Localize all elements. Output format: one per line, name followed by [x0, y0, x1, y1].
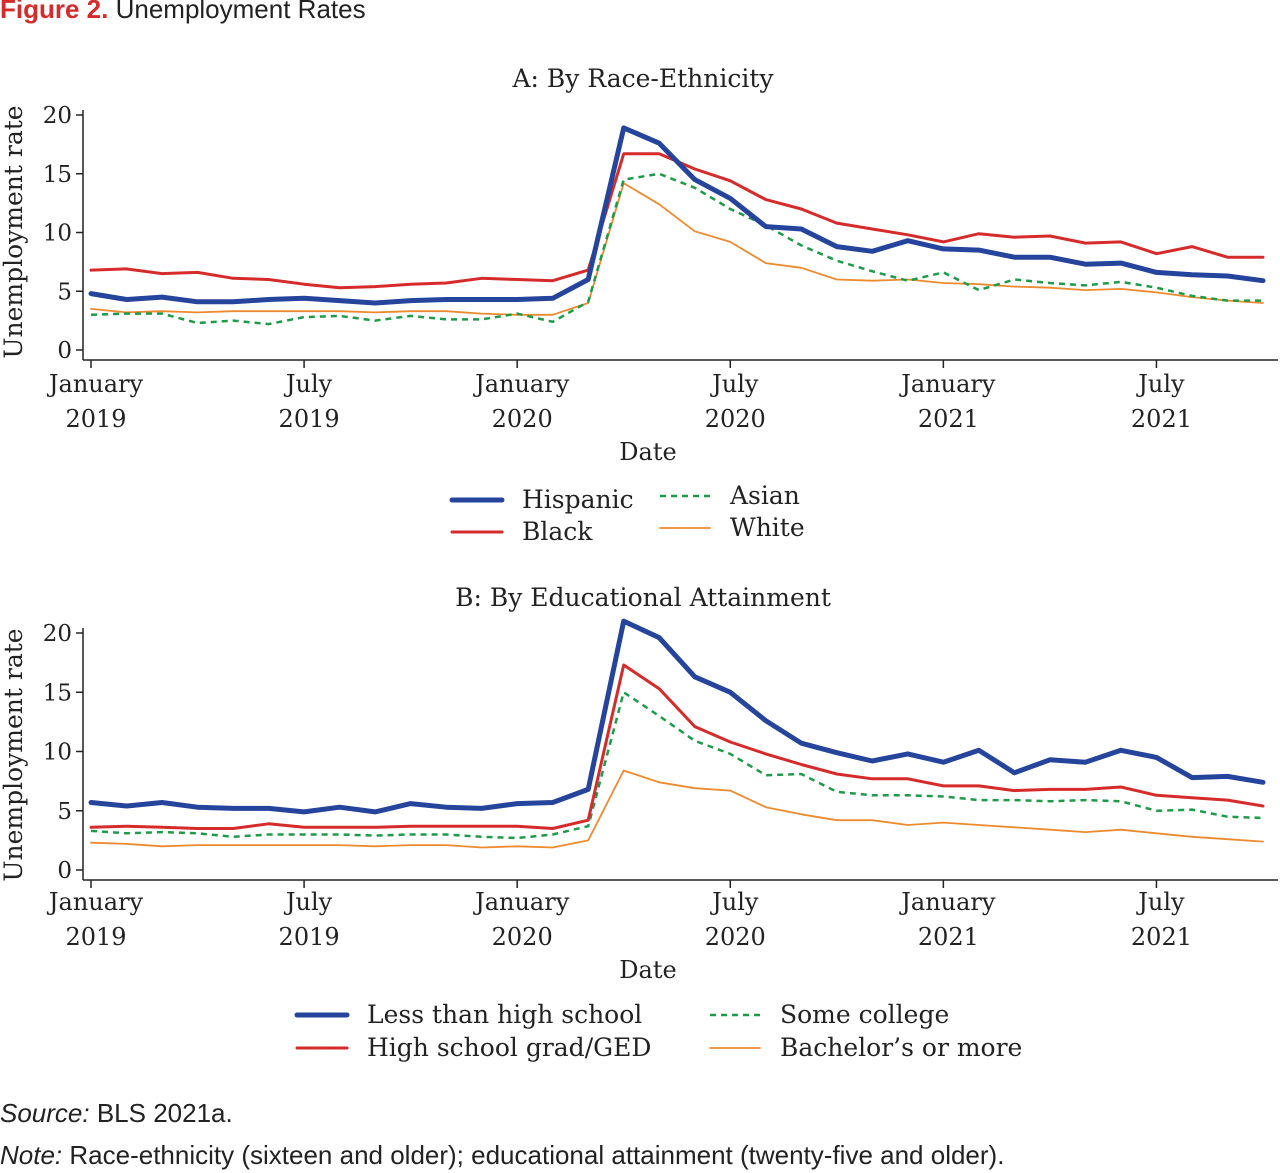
x-tick-label: January [898, 888, 996, 916]
series-line-2 [89, 663, 1265, 830]
x-tick-label: January [472, 370, 570, 398]
y-tick-label: 15 [43, 680, 72, 706]
x-tick-label: 2020 [492, 405, 553, 433]
legend: Less than high school High school grad/GE… [294, 1000, 1022, 1062]
figure-label: Figure 2. [0, 0, 109, 24]
series-line-1 [88, 125, 1266, 306]
legend-label: Black [522, 517, 593, 546]
y-tick-label: 5 [57, 799, 72, 825]
legend-label: Less than high school [367, 1000, 642, 1029]
x-tick-label: 2020 [492, 923, 553, 951]
x-tick-label: 2021 [918, 405, 979, 433]
note-text: Race-ethnicity (sixteen and older); educ… [69, 1140, 1005, 1170]
note-key: Note: [0, 1140, 63, 1170]
x-tick-label: July [1135, 888, 1185, 916]
y-axis-label: Unemployment rate [0, 105, 28, 358]
legend-label: Bachelor’s or more [780, 1033, 1022, 1062]
y-tick-label: 0 [57, 338, 72, 364]
x-tick-label: July [283, 888, 333, 916]
legend-label: Asian [729, 481, 800, 510]
x-tick-label: January [472, 888, 570, 916]
legend-label: Hispanic [522, 485, 634, 514]
legend: Hispanic Black Asian White [449, 481, 805, 546]
y-tick-label: 10 [43, 221, 72, 247]
x-tick-label: July [709, 370, 759, 398]
series-line-1 [88, 618, 1266, 815]
x-tick-label: 2021 [1131, 923, 1192, 951]
note-line: Note: Race-ethnicity (sixteen and older)… [0, 1140, 1004, 1171]
x-tick-label: January [46, 370, 144, 398]
series-line-4 [90, 769, 1264, 849]
x-tick-label: 2021 [918, 923, 979, 951]
series-line-4 [90, 182, 1264, 316]
x-tick-label: July [283, 370, 333, 398]
x-tick-label: 2020 [705, 923, 766, 951]
series-line-2 [89, 152, 1265, 290]
chart-title: A: By Race-Ethnicity [511, 64, 774, 93]
figure-title: Figure 2. Unemployment Rates [0, 0, 366, 25]
x-tick-label: 2019 [279, 923, 340, 951]
x-tick-label: 2020 [705, 405, 766, 433]
y-tick-label: 20 [43, 621, 72, 647]
series-line-3 [90, 691, 1264, 840]
x-tick-label: 2019 [65, 405, 126, 433]
x-tick-label: 2019 [279, 405, 340, 433]
legend-label: Some college [780, 1000, 949, 1029]
chart-panel-1: A: By Race-Ethnicity Unemployment rate 0 5 1… [0, 64, 1278, 546]
x-tick-label: July [709, 888, 759, 916]
x-tick-label: January [898, 370, 996, 398]
source-text: BLS 2021a. [96, 1098, 233, 1128]
y-tick-label: 10 [43, 740, 72, 766]
x-tick-label: 2021 [1131, 405, 1192, 433]
source-line: Source: BLS 2021a. [0, 1098, 233, 1129]
y-axis-label: Unemployment rate [0, 628, 28, 881]
y-tick-label: 0 [57, 858, 72, 884]
figure-title-text: Unemployment Rates [115, 0, 366, 24]
x-axis-label: Date [619, 438, 676, 466]
legend-label: High school grad/GED [367, 1033, 651, 1062]
chart-panel-2: B: By Educational Attainment Unemployment… [0, 583, 1278, 1062]
source-key: Source: [0, 1098, 90, 1128]
legend-label: White [730, 513, 805, 542]
x-tick-label: 2019 [65, 923, 126, 951]
chart-title: B: By Educational Attainment [455, 583, 831, 612]
y-tick-label: 20 [43, 103, 72, 129]
y-tick-label: 15 [43, 162, 72, 188]
x-axis-label: Date [619, 956, 676, 984]
y-tick-label: 5 [57, 279, 72, 305]
x-tick-label: January [46, 888, 144, 916]
x-tick-label: July [1135, 370, 1185, 398]
